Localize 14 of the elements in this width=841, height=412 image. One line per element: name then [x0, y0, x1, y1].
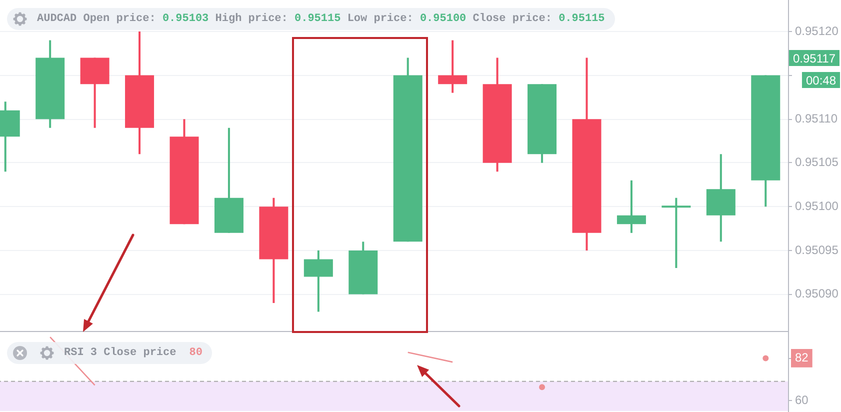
y-tick-label: 0.95095 [795, 242, 839, 257]
text: 80 [189, 347, 202, 359]
text: 0.95117 [793, 51, 836, 66]
text: RSI 3 Close price [64, 347, 176, 359]
y-tick-label: 0.95110 [795, 111, 838, 126]
chart-title: AUDCAD Open price: 0.95103 High price: 0.95115 Low price: 0.95100 Close price: 0.95115 [37, 13, 605, 25]
y-tick-label: 0.95090 [795, 286, 839, 301]
y-tick-label: 0.95120 [795, 24, 839, 38]
y-tick-label: 82 [795, 350, 809, 365]
y-tick-label: 60 [795, 392, 809, 407]
y-tick-label: 0.95105 [795, 155, 839, 170]
text: 00:48 [806, 73, 836, 88]
y-tick-label: 0.95100 [795, 198, 839, 213]
candlestick [662, 198, 691, 268]
